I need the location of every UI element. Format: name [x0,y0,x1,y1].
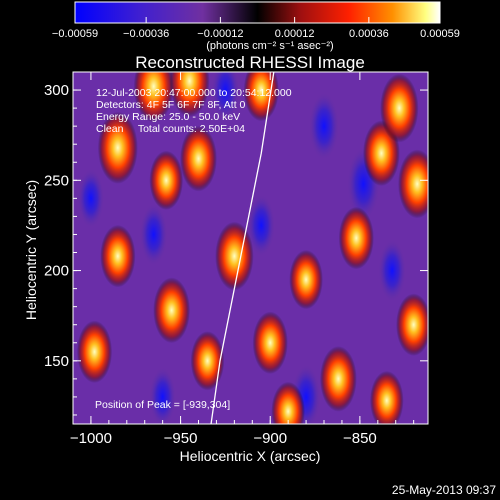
x-tick-label: −1000 [70,430,112,447]
y-tick-label: 300 [44,82,69,99]
hot-spot [369,370,404,424]
hot-spot [153,277,191,344]
hot-spot [398,149,428,219]
x-tick-label: −950 [164,430,198,447]
colorbar-tick-label: −0.00012 [197,28,243,40]
annotation-time-range: 12-Jul-2003 20:47:00.000 to 20:54:12.000 [96,87,292,99]
colorbar-tick-label: −0.00036 [123,28,169,40]
solar-limb-line [210,72,275,424]
x-tick-label: −900 [253,430,287,447]
hot-spot [289,249,323,310]
colorbar-unit-label: (photons cm⁻² s⁻¹ asec⁻²) [206,40,333,52]
hot-spot [319,346,357,412]
hot-spot [100,224,136,288]
hot-spot [180,125,217,192]
cold-spot [149,367,176,424]
cold-spot [378,240,406,301]
timestamp: 25-May-2013 09:37 [392,483,496,497]
x-tick-label: −850 [343,430,377,447]
heatmap-image [76,72,428,424]
hot-spot [149,150,184,210]
colorbar-tick-label: 0.00012 [275,28,315,40]
colorbar: −0.00059 −0.00036 −0.00012 0.00012 0.00036 0.… [52,1,460,52]
hot-spot [338,206,374,270]
y-tick-label: 200 [44,263,69,280]
x-axis-label: Heliocentric X (arcsec) [180,448,321,464]
annotation-clean-counts: Clean Total counts: 2.50E+04 [96,123,245,135]
annotation-block: 12-Jul-2003 20:47:00.000 to 20:54:12.000… [95,87,292,411]
plot-frame [72,71,429,425]
plot-area: −1000 −950 −900 −850 150 200 250 300 [44,71,429,447]
colorbar-gradient [74,1,441,24]
hot-spot [380,73,419,143]
cold-spot [211,72,239,121]
hot-spot [243,72,279,122]
x-axis-ticks: −1000 −950 −900 −850 [70,72,415,447]
colorbar-tick-label: 0.00059 [420,28,460,40]
y-tick-label: 250 [44,172,69,189]
colorbar-tick-label: 0.00036 [349,28,389,40]
peak-position-label: Position of Peak = [-939,304] [95,399,230,411]
hot-spot [133,72,174,123]
chart-title: Reconstructed RHESSI Image [135,53,365,72]
annotation-detectors: Detectors: 4F 5F 6F 7F 8F, Att 0 [96,99,246,111]
colorbar-tick-label: −0.00059 [52,28,98,40]
annotation-energy-range: Energy Range: 25.0 - 50.0 keV [96,111,240,123]
cold-spot [77,169,104,228]
y-axis-ticks: 150 200 250 300 [44,71,428,416]
hot-spot [190,331,225,391]
cold-spot [309,92,339,160]
hot-spot [252,311,288,374]
colorbar-ticks: −0.00059 −0.00036 −0.00012 0.00012 0.00036 0.… [52,17,460,40]
cold-spot [140,204,168,265]
cold-spot [247,195,275,256]
hot-spot [271,381,305,424]
hot-spot [76,320,113,383]
hot-spot [97,111,138,184]
hot-spot [396,293,428,356]
y-axis-label: Heliocentric Y (arcsec) [23,180,39,320]
hot-spot [215,221,254,291]
y-tick-label: 150 [44,353,69,370]
hot-spot [169,72,210,118]
